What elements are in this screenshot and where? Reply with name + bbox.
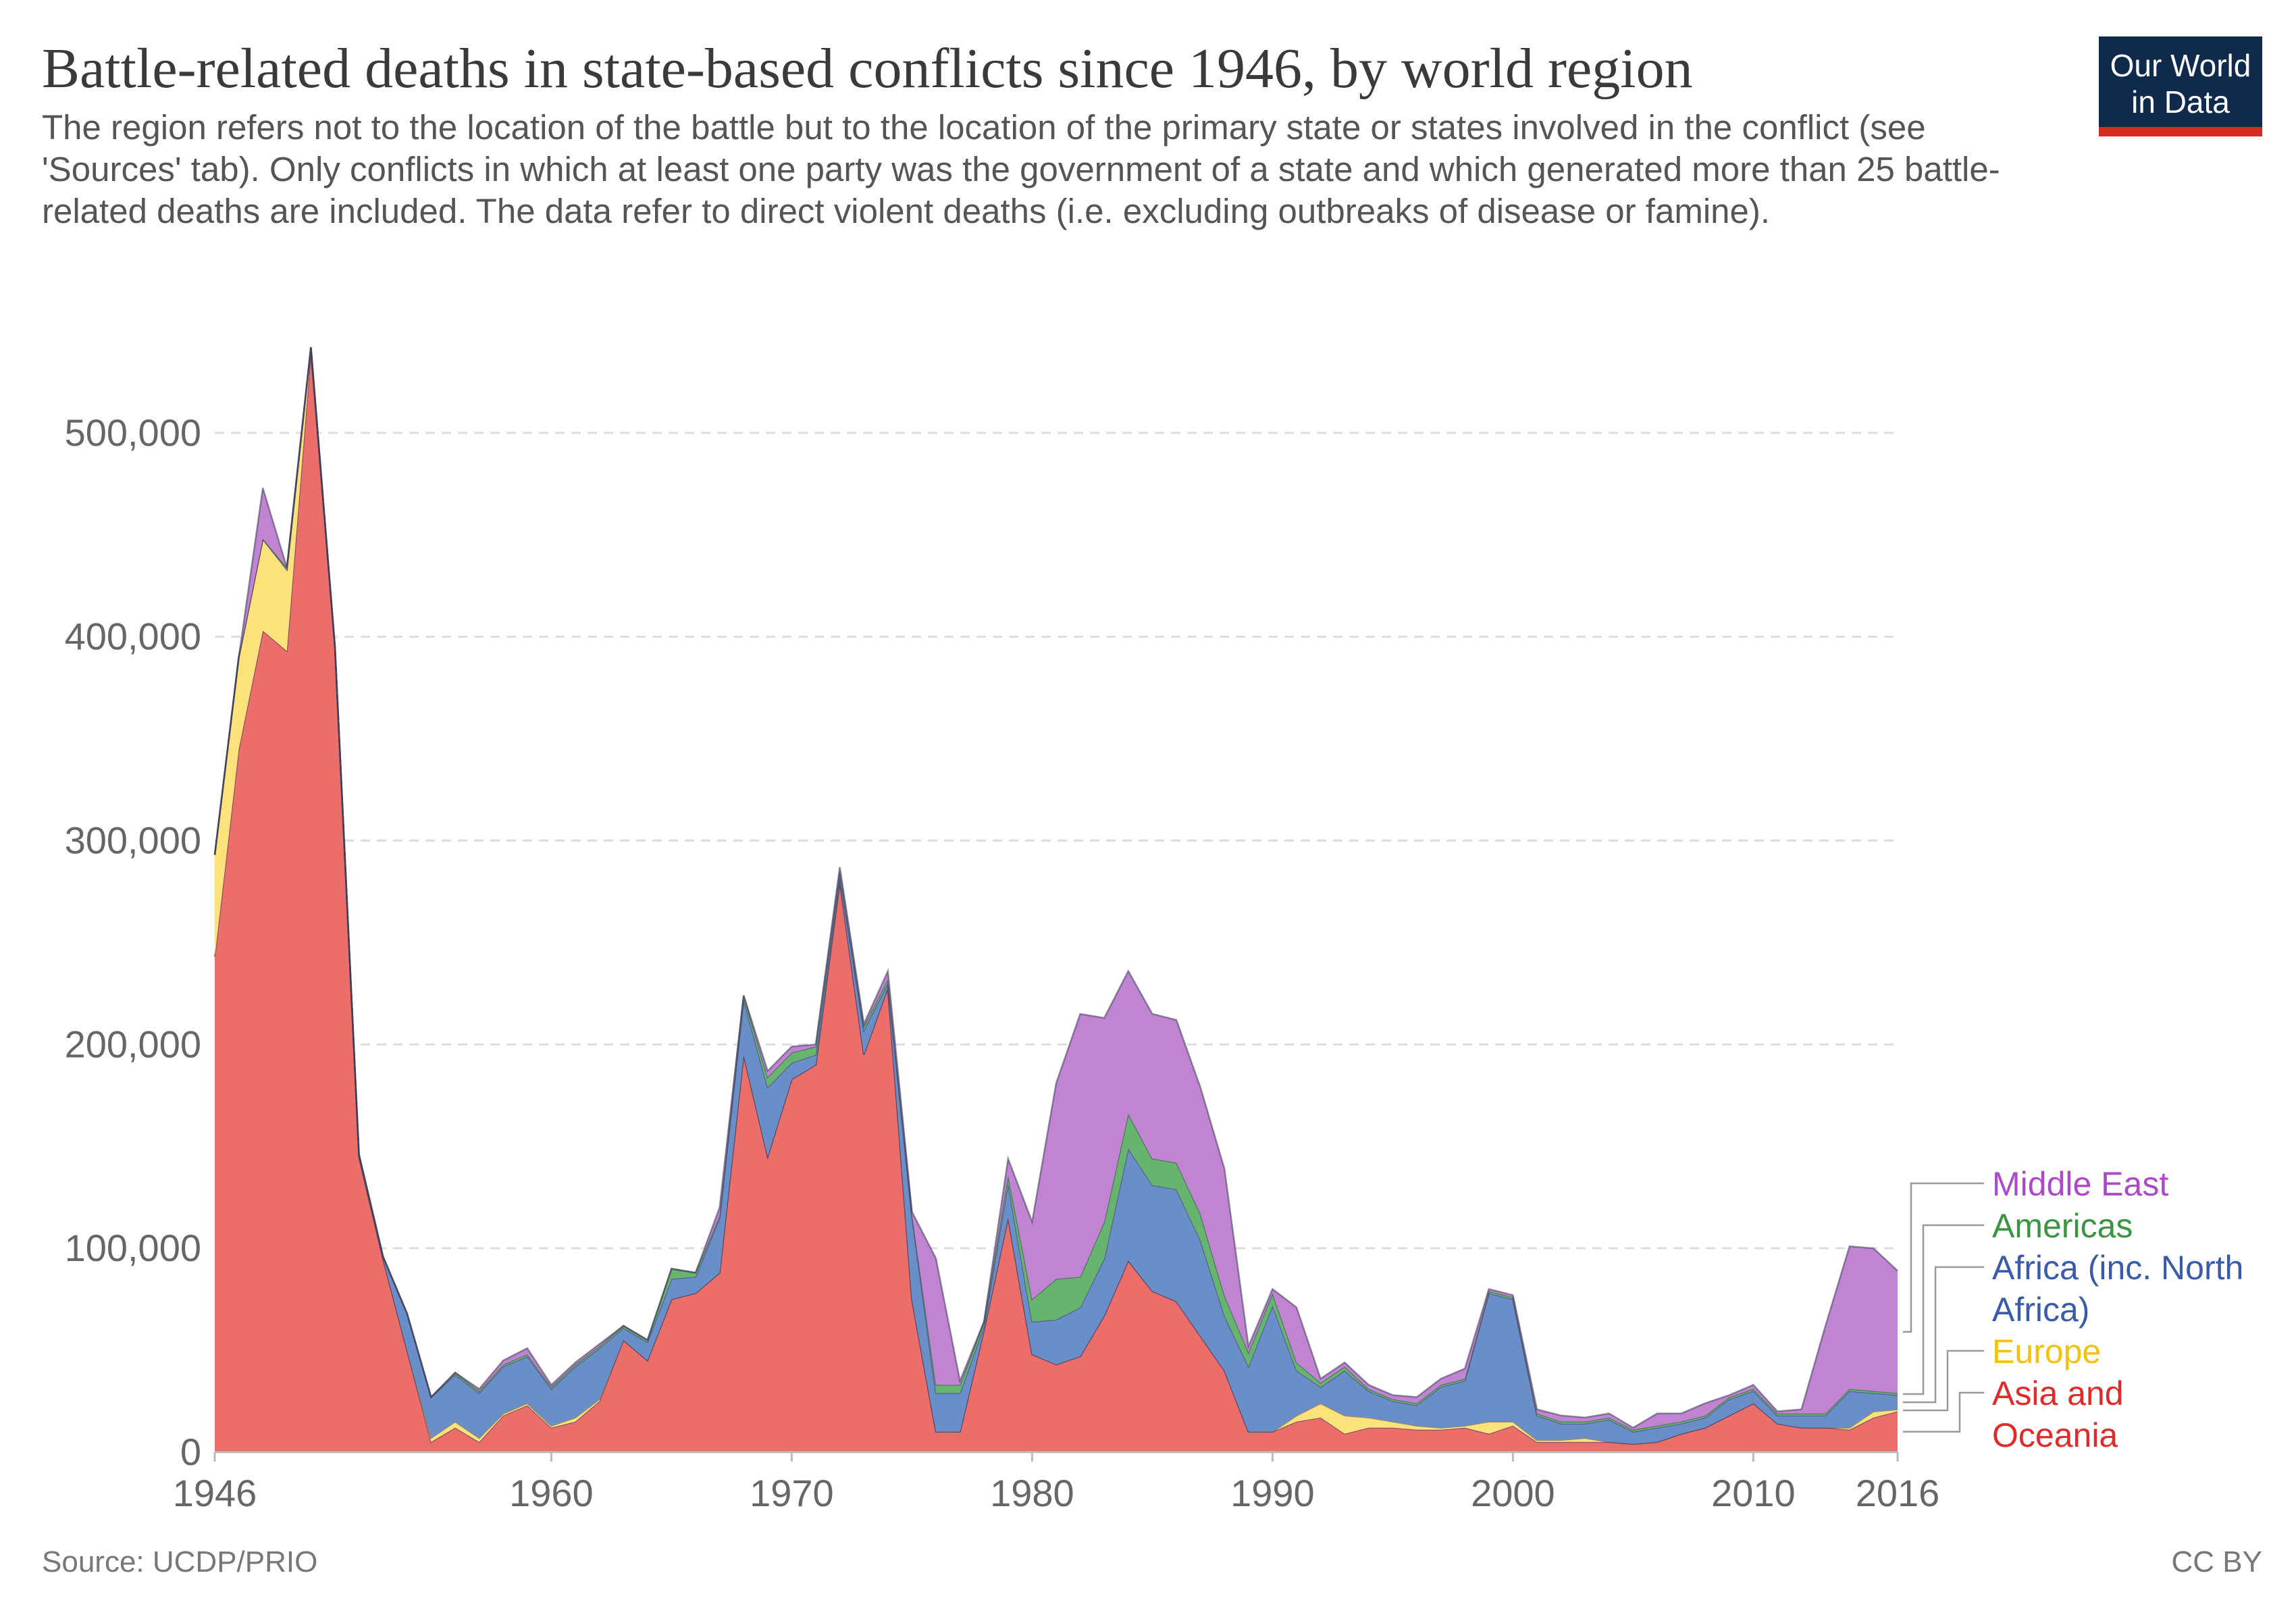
y-tick-label: 100,000 [65, 1227, 201, 1269]
legend-label: Africa) [1992, 1291, 2089, 1329]
legend-label: Middle East [1992, 1165, 2168, 1203]
area-asia-and-oceania [215, 351, 1898, 1453]
gridlines [215, 432, 1898, 1250]
x-tick-label: 1960 [509, 1472, 594, 1514]
legend-connector [1903, 1391, 1984, 1433]
legend-label: Americas [1992, 1207, 2133, 1245]
legend-label: Europe [1992, 1333, 2101, 1370]
y-tick-label: 500,000 [65, 411, 201, 454]
area-middle-east [215, 347, 1898, 1430]
y-tick-label: 300,000 [65, 819, 201, 862]
legend-connector [1903, 1266, 1984, 1404]
y-axis: 0 100,000 200,000 300,000 400,000 500,000 [65, 411, 201, 1473]
license-note[interactable]: CC BY [2171, 1545, 2262, 1578]
area-edge-middle-east [213, 346, 1898, 1429]
legend-label: Oceania [1992, 1416, 2118, 1454]
y-tick-label: 0 [180, 1431, 201, 1473]
area-series [213, 346, 1898, 1453]
x-tick-label: 2016 [1856, 1472, 1940, 1514]
legend-label: Asia and [1992, 1374, 2124, 1412]
x-tick-label: 2000 [1471, 1472, 1555, 1514]
x-tick-label: 2010 [1711, 1472, 1796, 1514]
logo-line-2: in Data [2131, 84, 2230, 120]
owid-logo[interactable]: Our World in Data [2099, 36, 2262, 136]
legend-connector [1903, 1224, 1984, 1395]
y-tick-label: 200,000 [65, 1023, 201, 1065]
legend-connector [1903, 1349, 1984, 1412]
logo-line-1: Our World [2110, 48, 2251, 83]
source-note[interactable]: Source: UCDP/PRIO [42, 1545, 318, 1578]
x-tick-label: 1980 [990, 1472, 1074, 1514]
x-tick-label: 1946 [173, 1472, 257, 1514]
x-tick-label: 1970 [750, 1472, 834, 1514]
legend: Middle East Americas Africa (inc. North Afr… [1903, 1165, 2243, 1454]
chart-title: Battle-related deaths in state-based con… [42, 37, 1693, 100]
chart-subtitle: The region refers not to the location of… [42, 108, 2000, 230]
x-axis: 1946 1960 1970 1980 1990 2000 2010 2016 [173, 1451, 1940, 1514]
legend-label: Africa (inc. North [1992, 1249, 2243, 1287]
legend-connector [1903, 1182, 1984, 1333]
x-tick-label: 1990 [1230, 1472, 1315, 1514]
y-tick-label: 400,000 [65, 615, 201, 658]
